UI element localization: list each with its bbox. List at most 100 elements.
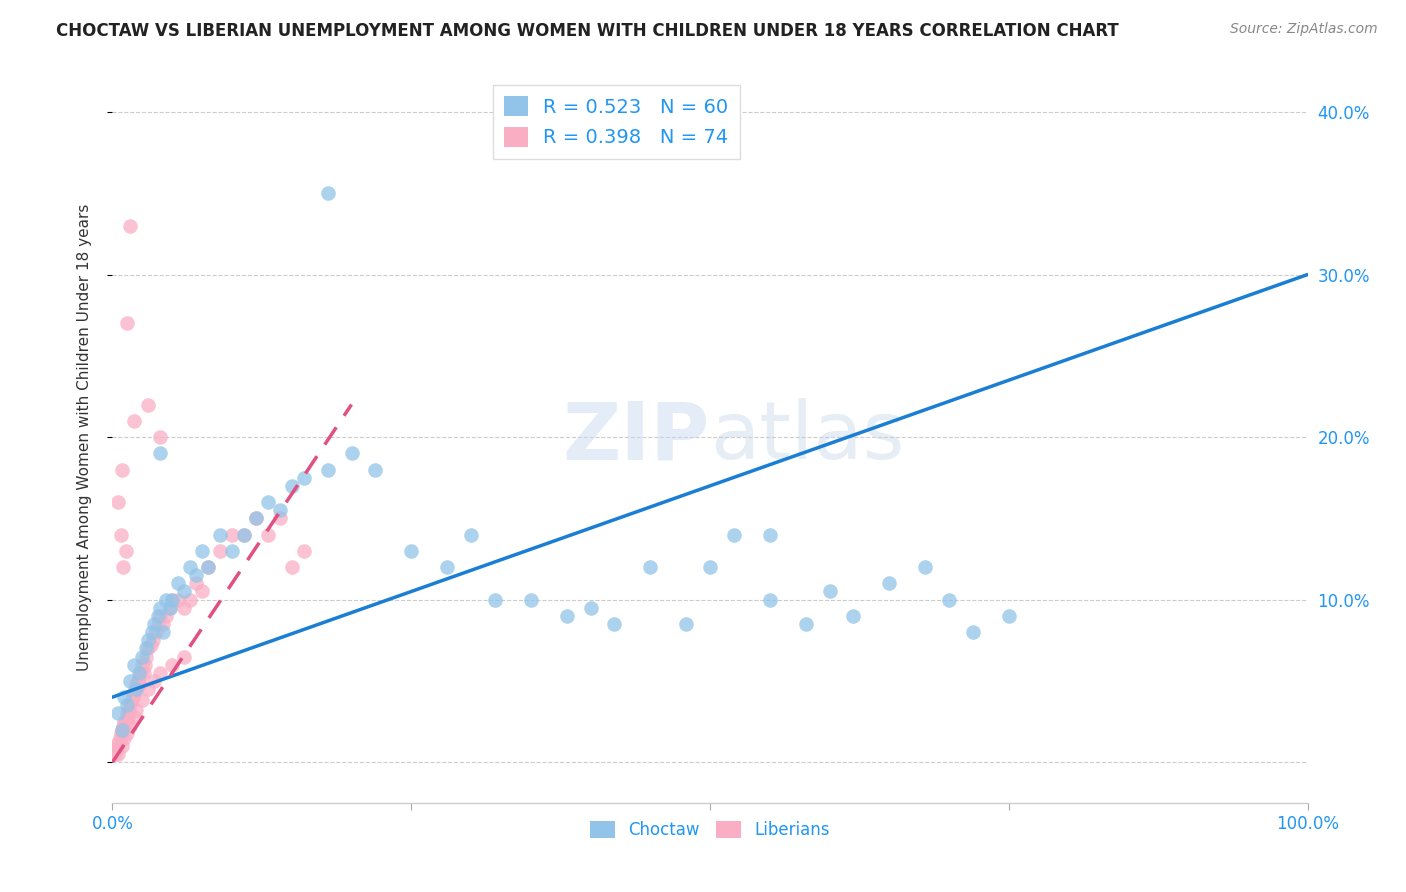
Point	[579, 600, 602, 615]
Point	[115, 706, 138, 721]
Point	[149, 608, 172, 623]
Point	[110, 527, 132, 541]
Point	[723, 527, 745, 541]
Point	[186, 576, 208, 591]
Point	[112, 560, 135, 574]
Point	[292, 544, 315, 558]
Point	[145, 625, 167, 640]
Point	[138, 398, 160, 412]
Point	[138, 633, 160, 648]
Point	[134, 657, 156, 672]
Point	[162, 592, 183, 607]
Point	[122, 657, 145, 672]
Point	[179, 560, 201, 574]
Point	[675, 617, 697, 632]
Point	[179, 592, 201, 607]
Point	[197, 560, 219, 574]
Point	[138, 641, 160, 656]
Point	[114, 544, 136, 558]
Point	[221, 527, 243, 541]
Point	[167, 576, 190, 591]
Point	[159, 600, 181, 615]
Point	[107, 495, 129, 509]
Point	[173, 600, 195, 615]
Point	[115, 726, 138, 740]
Point	[269, 503, 291, 517]
Point	[316, 186, 339, 201]
Point	[152, 617, 174, 632]
Point	[146, 608, 169, 623]
Point	[118, 703, 141, 717]
Point	[149, 446, 172, 460]
Point	[105, 742, 128, 756]
Point	[122, 709, 145, 723]
Point	[111, 723, 134, 737]
Point	[842, 608, 865, 623]
Point	[316, 462, 339, 476]
Point	[143, 617, 166, 632]
Point	[146, 617, 169, 632]
Point	[135, 649, 157, 664]
Point	[167, 592, 190, 607]
Point	[520, 592, 543, 607]
Point	[108, 731, 131, 745]
Point	[114, 731, 135, 745]
Point	[128, 671, 150, 685]
Point	[131, 693, 153, 707]
Point	[699, 560, 721, 574]
Point	[555, 608, 578, 623]
Point	[603, 617, 626, 632]
Point	[484, 592, 506, 607]
Point	[759, 527, 782, 541]
Point	[233, 527, 256, 541]
Point	[128, 665, 150, 680]
Point	[111, 462, 134, 476]
Point	[879, 576, 901, 591]
Point	[139, 638, 162, 652]
Point	[120, 719, 142, 733]
Point	[245, 511, 267, 525]
Point	[107, 736, 129, 750]
Point	[152, 625, 174, 640]
Point	[460, 527, 482, 541]
Text: atlas: atlas	[710, 398, 904, 476]
Point	[998, 608, 1021, 623]
Point	[127, 673, 149, 688]
Point	[245, 511, 267, 525]
Point	[257, 527, 280, 541]
Point	[121, 690, 143, 705]
Point	[818, 584, 841, 599]
Point	[914, 560, 936, 574]
Point	[114, 714, 135, 729]
Point	[114, 690, 135, 705]
Text: ZIP: ZIP	[562, 398, 710, 476]
Y-axis label: Unemployment Among Women with Children Under 18 years: Unemployment Among Women with Children U…	[77, 203, 91, 671]
Point	[107, 747, 129, 761]
Point	[120, 673, 142, 688]
Point	[115, 316, 138, 330]
Text: Source: ZipAtlas.com: Source: ZipAtlas.com	[1230, 22, 1378, 37]
Point	[114, 714, 136, 729]
Point	[209, 544, 232, 558]
Point	[794, 617, 817, 632]
Point	[759, 592, 782, 607]
Point	[364, 462, 387, 476]
Point	[269, 511, 291, 525]
Point	[149, 430, 172, 444]
Point	[221, 544, 243, 558]
Point	[340, 446, 363, 460]
Point	[143, 673, 166, 688]
Point	[129, 665, 152, 680]
Point	[640, 560, 662, 574]
Point	[132, 665, 155, 680]
Point	[115, 698, 138, 713]
Point	[173, 649, 195, 664]
Point	[125, 681, 148, 696]
Point	[122, 414, 145, 428]
Point	[186, 568, 208, 582]
Point	[122, 687, 145, 701]
Point	[142, 633, 165, 648]
Point	[141, 625, 163, 640]
Point	[209, 527, 232, 541]
Point	[105, 739, 128, 753]
